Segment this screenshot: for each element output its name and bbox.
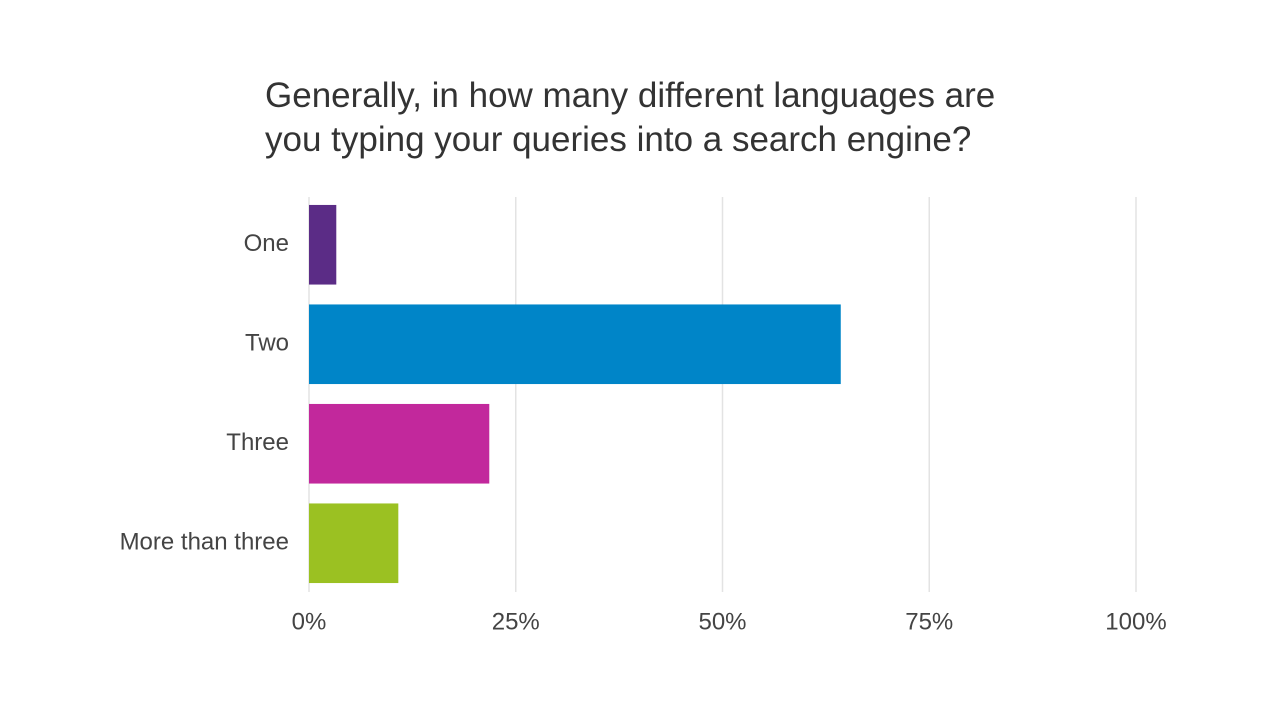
bar [309,403,490,484]
x-tick-label: 100% [1105,608,1166,635]
x-tick-label: 0% [292,608,327,635]
y-tick-label: One [244,230,289,257]
bar [309,304,841,385]
y-tick-label: More than three [120,529,289,556]
chart-title: Generally, in how many different languag… [265,76,996,159]
y-tick-label: Two [245,330,289,357]
x-tick-label: 25% [492,608,540,635]
x-tick-label: 75% [905,608,953,635]
bar [309,503,399,584]
bar [309,204,337,285]
y-tick-label: Three [226,429,289,456]
x-tick-label: 50% [698,608,746,635]
